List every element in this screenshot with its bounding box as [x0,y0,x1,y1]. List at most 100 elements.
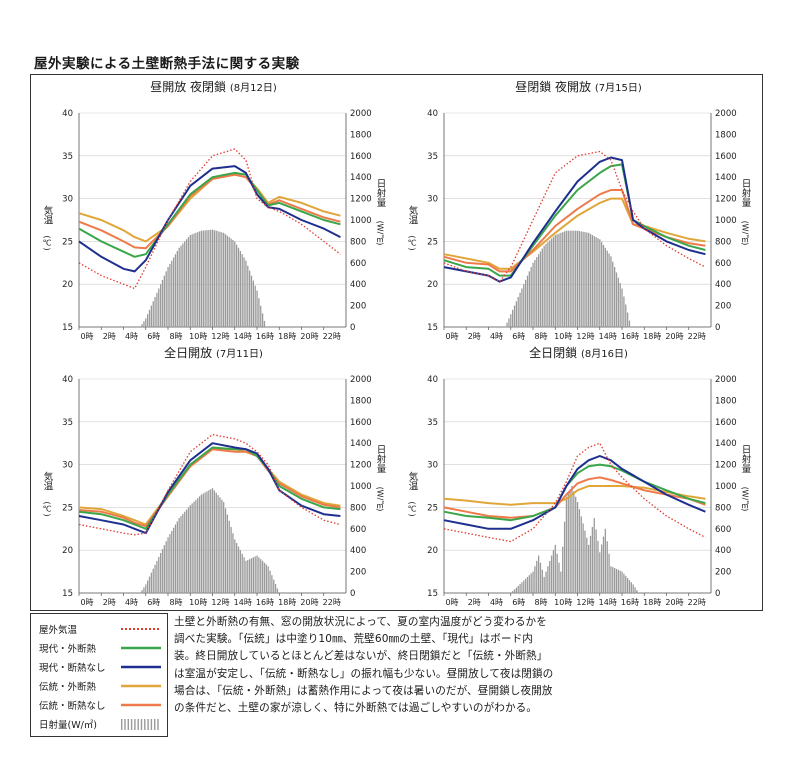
left-tick-label: 35 [62,152,73,162]
solar-bar [530,573,532,593]
right-axis-unit-text: (W/㎡) [376,487,385,512]
left-axis-label: 気温 (℃) [407,205,419,251]
solar-bar [226,235,229,327]
solar-bar [152,301,154,327]
left-tick-label: 15 [427,323,438,333]
solar-bar [628,580,631,593]
right-axis-label: 日射量 (W/㎡) [375,445,387,512]
x-tick-label: 16時 [621,332,639,341]
solar-bar [174,254,177,327]
right-tick-label: 1200 [715,461,737,471]
solar-bar [537,254,540,327]
series-line-modern_noins [78,165,341,273]
solar-bar [578,231,581,327]
right-tick-label: 200 [350,302,366,312]
chart-panel-0: 昼開放 夜閉鎖 (8月12日) 40 35 30 25 20 15 2000 1800 1600… [31,75,396,341]
solar-bar [558,233,560,327]
series-line-modern_noins [443,156,706,283]
solar-bar [245,260,247,327]
solar-bar [521,582,523,593]
solar-bar [506,322,508,327]
legend-bar [140,719,143,730]
solar-bar [552,236,555,327]
x-tick-label: 16時 [256,332,274,341]
right-tick-label: 200 [350,568,366,578]
solar-bar [612,261,614,327]
left-tick-label: 30 [62,461,73,471]
series-line-modern_noins [443,455,706,530]
x-tick-label: 0時 [80,332,93,341]
right-tick-label: 800 [350,503,366,513]
solar-bar [547,242,549,327]
solar-bar [610,256,612,327]
x-tick-label: 16時 [621,598,639,607]
x-tick-label: 6時 [512,598,525,607]
solar-bar [243,257,245,327]
solar-bar [524,279,527,327]
solar-bar [515,301,518,327]
solar-bar [526,275,529,327]
solar-bar [224,234,227,327]
solar-bar [604,528,607,593]
x-tick-label: 2時 [103,332,116,341]
solar-bar [191,503,193,593]
x-tick-label: 12時 [576,332,594,341]
series-line-modern_ins [78,446,341,530]
x-tick-label: 18時 [643,598,661,607]
solar-bar [232,239,234,327]
charts-frame: 昼開放 夜閉鎖 (8月12日) 40 35 30 25 20 15 2000 1800 1600… [30,74,763,611]
solar-bar [510,314,512,327]
solar-bar [248,270,251,327]
left-axis-unit-text: (℃) [42,235,52,250]
solar-bar [223,232,225,327]
solar-bar [182,243,184,327]
solar-bar [204,492,206,593]
right-axis-unit-text: (W/㎡) [376,221,385,246]
solar-bar [273,579,275,593]
solar-bar [271,575,273,593]
solar-bar [541,569,543,593]
solar-bar [221,499,223,593]
solar-bar [547,566,549,593]
right-tick-label: 1600 [715,152,737,162]
solar-bar [632,584,634,593]
solar-bar [163,275,165,327]
solar-bar [602,244,605,327]
x-tick-label: 6時 [147,598,160,607]
solar-bar [193,233,195,327]
left-tick-label: 20 [427,280,438,290]
left-tick-label: 30 [62,195,73,205]
solar-bar [519,584,521,593]
right-tick-label: 2000 [350,375,372,385]
solar-bar [248,559,251,593]
series-line-outdoor [78,148,341,290]
solar-bar [211,488,214,593]
solar-bar [180,245,182,327]
solar-bar [582,231,584,327]
left-axis-unit-text: (℃) [407,235,417,250]
right-tick-label: 800 [715,503,731,513]
series-line-trad_noins [78,173,341,250]
right-axis-label-text: 日射量 [375,179,387,208]
x-tick-label: 10時 [554,332,572,341]
x-tick-label: 10時 [554,598,572,607]
solar-bar [176,521,178,593]
solar-bar [593,236,595,327]
right-axis-label-text: 日射量 [375,445,387,474]
solar-bar [512,309,514,327]
solar-bar [206,491,208,593]
solar-bar [601,544,603,593]
solar-bar [573,230,575,327]
right-axis-unit-text: (W/㎡) [741,221,750,246]
solar-bar [545,571,547,593]
solar-bar [575,230,577,327]
right-tick-label: 600 [715,259,731,269]
series-line-trad_ins [78,448,341,526]
solar-bar [606,541,608,593]
solar-bar [560,571,562,593]
solar-bar [534,259,536,327]
solar-bar [217,231,219,327]
solar-bar [161,279,164,327]
left-axis-label: 気温 (℃) [407,471,419,517]
x-tick-label: 2時 [103,598,116,607]
